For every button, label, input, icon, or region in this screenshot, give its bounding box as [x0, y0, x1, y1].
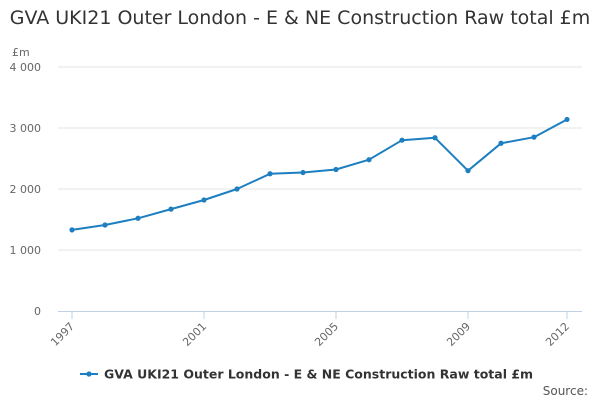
x-tick-label: 1997 — [48, 320, 77, 349]
y-tick-label: 1 000 — [10, 244, 42, 257]
y-tick-label: 0 — [34, 305, 41, 318]
data-point — [432, 135, 438, 141]
data-point — [300, 169, 306, 176]
gridlines — [58, 66, 582, 251]
y-tick-label: 4 000 — [10, 61, 42, 74]
data-point — [267, 171, 273, 177]
series-line — [71, 118, 568, 231]
legend-marker-swatch — [86, 371, 92, 377]
data-point — [531, 134, 537, 140]
data-point — [366, 157, 372, 163]
x-tick-label: 2009 — [444, 320, 473, 349]
data-point — [69, 227, 75, 233]
data-point — [399, 137, 405, 143]
y-axis-unit-label: £m — [12, 46, 30, 59]
x-tick-label: 2001 — [180, 320, 209, 349]
data-point — [102, 222, 108, 228]
data-point — [333, 166, 339, 173]
x-tick-label: 2005 — [312, 320, 341, 349]
data-point — [465, 168, 471, 174]
data-point — [201, 197, 207, 203]
data-point — [498, 140, 504, 146]
chart-title: GVA UKI21 Outer London - E & NE Construc… — [9, 7, 591, 29]
data-point — [234, 186, 240, 192]
data-point — [135, 215, 141, 221]
legend-item-label: GVA UKI21 Outer London - E & NE Construc… — [104, 367, 533, 382]
y-tick-label: 3 000 — [10, 122, 42, 135]
x-tick-label: 2012 — [543, 320, 572, 349]
source-label: Source: — [543, 384, 588, 398]
x-axis-ticks: 1997 2001 2005 2009 2012 — [48, 311, 572, 349]
data-point — [168, 206, 174, 212]
data-point — [564, 116, 570, 123]
y-axis-ticks: 0 1 000 2 000 3 000 4 000 — [10, 61, 42, 318]
legend[interactable]: GVA UKI21 Outer London - E & NE Construc… — [80, 367, 533, 382]
series-group — [69, 116, 570, 233]
y-tick-label: 2 000 — [10, 183, 42, 196]
